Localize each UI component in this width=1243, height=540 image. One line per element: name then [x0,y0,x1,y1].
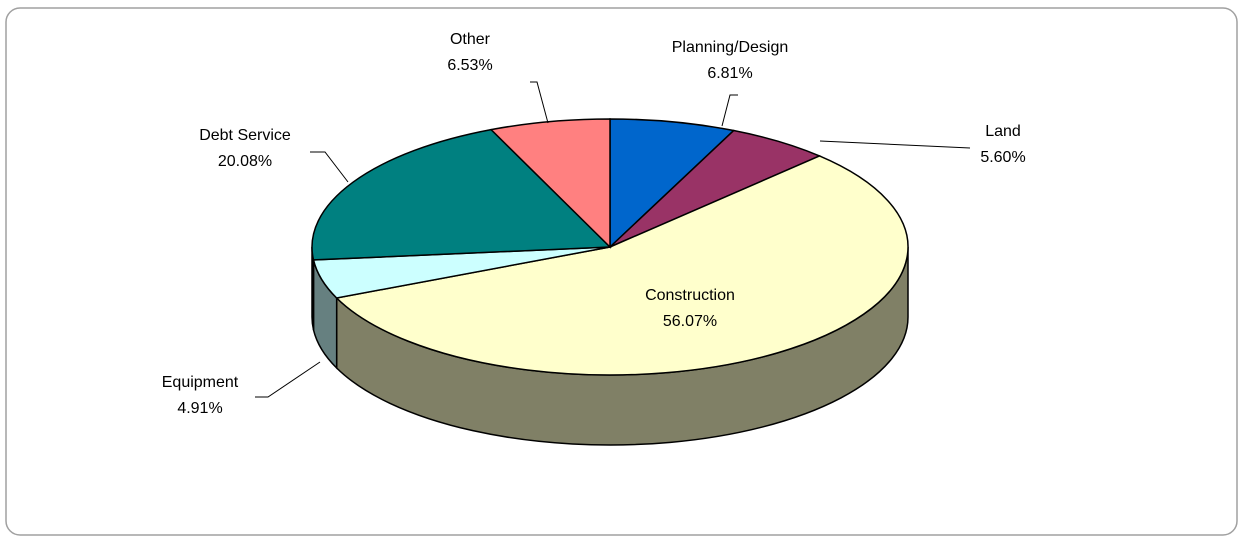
slice-label: Land [985,123,1021,140]
slice-label: Equipment [162,374,239,391]
slice-value-label: 4.91% [177,400,222,417]
slice-value-label: 6.53% [447,57,492,74]
leader-line [721,94,738,127]
slice [335,155,909,376]
slice [609,118,736,249]
leader-line [255,361,321,398]
slice-value-label: 20.08% [218,153,272,170]
leader-line [310,151,349,183]
slice [489,118,611,249]
slice-label: Other [450,31,491,48]
leader-line [530,81,549,124]
slice-label: Debt Service [199,127,291,144]
leader-line [819,140,971,149]
slice-label: Planning/Design [672,39,789,56]
slice [311,128,612,261]
slice-value-label: 56.07% [663,313,717,330]
slice-value-label: 5.60% [980,149,1025,166]
slice-value-label: 6.81% [707,65,752,82]
slice-label: Construction [645,287,735,304]
